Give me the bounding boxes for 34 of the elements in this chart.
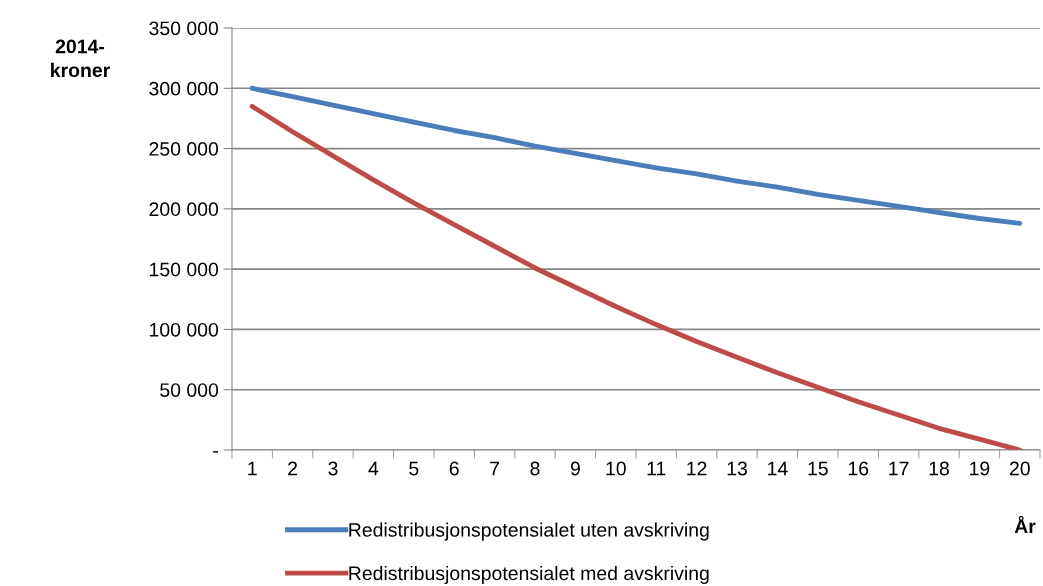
x-tick-label: 15: [808, 461, 828, 476]
x-tick-label: 5: [409, 461, 419, 476]
x-tick-label: 18: [929, 461, 949, 476]
x-tick-label: 7: [490, 461, 500, 476]
x-tick-label: 12: [687, 461, 707, 476]
x-tick-label: 19: [970, 461, 990, 476]
x-tick-label: 1: [248, 461, 257, 476]
x-tick-label: 6: [449, 461, 459, 476]
y-tick-label: 100 000: [150, 322, 219, 337]
line-series: [249, 103, 1023, 450]
y-tick-label: 150 000: [150, 262, 219, 277]
y-tick-label: 250 000: [149, 142, 219, 156]
legend-label: Redistribusjonspotensialet uten avskriving: [349, 522, 709, 541]
y-tick-label: -: [213, 451, 218, 453]
x-tick-label: 16: [848, 461, 869, 476]
x-tick-label: 20: [1009, 461, 1030, 476]
x-tick-label: 2: [288, 461, 298, 476]
x-tick-label: 17: [889, 461, 909, 476]
x-tick-label: 4: [368, 461, 379, 476]
x-tick-label: 13: [727, 461, 747, 476]
x-tick-label: 9: [570, 461, 580, 476]
x-tick-label: 14: [768, 461, 788, 476]
y-tick-label: 350 000: [149, 21, 219, 36]
y-axis-title: 2014- kroner: [51, 39, 110, 78]
y-tick-label: 300 000: [149, 81, 219, 96]
line-series: [249, 85, 1023, 226]
legend-label: Redistribusjonspotensialet med avskriving: [349, 565, 709, 585]
x-tick-label: 3: [328, 461, 338, 476]
x-axis-title: År: [1014, 515, 1036, 534]
x-tick-label: 10: [606, 461, 626, 476]
y-tick-label: 50 000: [160, 383, 219, 397]
x-tick-label: 8: [530, 461, 540, 476]
y-tick-label: 200 000: [149, 202, 219, 217]
x-tick-label: 11: [647, 461, 666, 476]
